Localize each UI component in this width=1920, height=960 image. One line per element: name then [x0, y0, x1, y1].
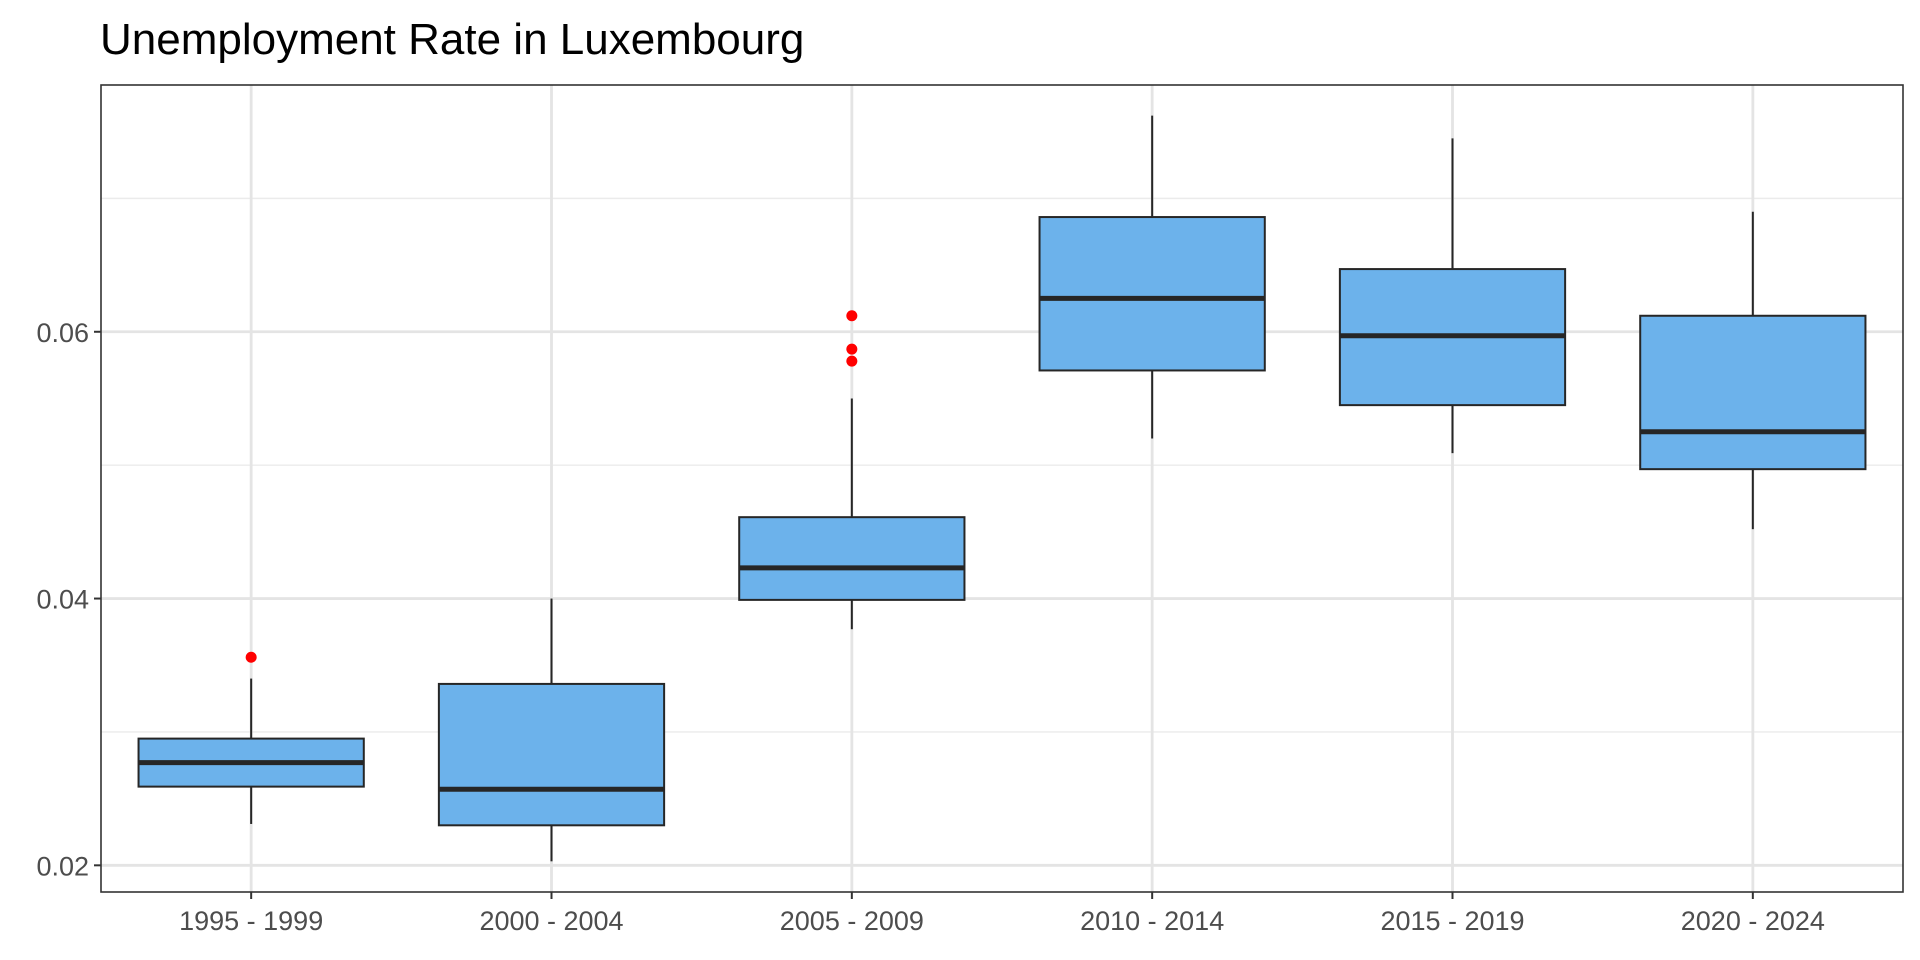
plot-panel-background	[101, 85, 1903, 892]
outlier-point	[846, 355, 858, 367]
x-tick-label: 1995 - 1999	[179, 906, 323, 936]
y-tick-label: 0.04	[36, 585, 89, 615]
x-tick-label: 2015 - 2019	[1380, 906, 1524, 936]
chart-title: Unemployment Rate in Luxembourg	[100, 15, 804, 64]
x-tick-label: 2020 - 2024	[1681, 906, 1825, 936]
y-tick-label: 0.02	[36, 851, 89, 881]
plot-panel-border	[100, 84, 1904, 893]
y-tick-label: 0.06	[36, 318, 89, 348]
outlier-point	[846, 310, 858, 322]
outlier-point	[846, 343, 858, 355]
box-group	[1639, 211, 1867, 530]
outlier-point	[245, 651, 257, 663]
box-group	[137, 651, 365, 824]
iqr-box	[437, 682, 666, 827]
iqr-box	[1038, 216, 1266, 372]
iqr-box	[738, 516, 966, 601]
grid-layer	[101, 85, 1903, 892]
box-group	[437, 598, 666, 862]
iqr-box	[1639, 314, 1867, 471]
x-tick-label: 2010 - 2014	[1080, 906, 1224, 936]
axis-layer: 0.02 0.04 0.06 1995 - 1999 2000 - 2004 2005 -…	[36, 318, 1824, 936]
x-tick-label: 2005 - 2009	[780, 906, 924, 936]
box-group	[1038, 115, 1266, 439]
box-layer	[137, 115, 1867, 862]
box-group	[738, 310, 966, 630]
box-group	[1338, 138, 1567, 454]
x-tick-label: 2000 - 2004	[479, 906, 623, 936]
